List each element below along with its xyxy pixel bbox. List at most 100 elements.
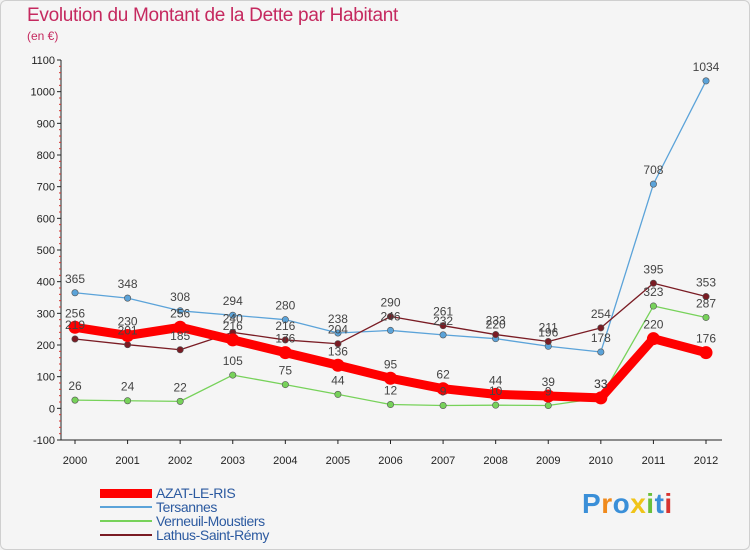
data-label-2-2: 22 — [173, 380, 187, 394]
x-tick-label: 2005 — [326, 455, 350, 467]
data-label-0-12: 176 — [696, 332, 716, 346]
data-point-0-10 — [594, 391, 608, 405]
data-label-0-7: 62 — [436, 368, 450, 382]
y-tick-label: 100 — [37, 372, 55, 384]
data-point-3-4 — [281, 336, 289, 344]
data-label-1-12: 1034 — [693, 60, 720, 74]
data-label-0-5: 136 — [328, 344, 348, 358]
data-point-0-9 — [541, 389, 555, 403]
data-point-0-6 — [384, 371, 397, 385]
x-tick-label: 2001 — [115, 455, 139, 467]
y-tick-label: 700 — [37, 182, 55, 194]
data-label-3-3: 240 — [223, 311, 243, 325]
data-label-3-10: 254 — [591, 307, 611, 321]
legend-swatch-azat — [100, 489, 152, 498]
y-tick-label: 500 — [37, 245, 55, 257]
data-label-0-11: 220 — [643, 318, 663, 332]
data-label-2-1: 24 — [121, 380, 135, 394]
data-label-2-0: 26 — [68, 379, 82, 393]
brand-logo-letter: x — [630, 488, 647, 519]
data-point-2-2 — [176, 397, 184, 405]
x-tick-label: 2012 — [694, 455, 718, 467]
data-label-0-6: 95 — [384, 357, 398, 371]
x-tick-label: 2009 — [536, 455, 560, 467]
data-point-1-4 — [281, 316, 289, 324]
legend-label-lathus: Lathus-Saint-Rémy — [156, 527, 270, 543]
y-tick-label: 400 — [37, 277, 55, 289]
data-point-1-12 — [702, 77, 710, 85]
data-point-2-5 — [334, 390, 342, 398]
data-label-3-12: 353 — [696, 276, 716, 290]
legend-item-azat[interactable]: AZAT-LE-RIS — [100, 485, 360, 501]
data-label-1-8: 220 — [486, 318, 506, 332]
brand-logo: Proxiti — [582, 488, 673, 520]
data-label-2-3: 105 — [223, 354, 243, 368]
y-tick-label: 300 — [37, 308, 55, 320]
legend-item-lathus[interactable]: Lathus-Saint-Rémy — [100, 527, 360, 543]
data-label-2-4: 75 — [279, 364, 293, 378]
data-point-1-0 — [71, 289, 79, 297]
data-point-1-5 — [334, 329, 342, 337]
legend-item-tersannes[interactable]: Tersannes — [100, 499, 360, 515]
legend-label-verneuil: Verneuil-Moustiers — [156, 513, 265, 529]
x-tick-label: 2004 — [273, 455, 297, 467]
legend: AZAT-LE-RIS Tersannes Verneuil-Moustiers… — [100, 485, 360, 543]
brand-logo-letter: P — [582, 488, 602, 519]
legend-item-verneuil[interactable]: Verneuil-Moustiers — [100, 513, 360, 529]
y-tick-label: 200 — [37, 340, 55, 352]
data-label-3-4: 216 — [275, 319, 295, 333]
data-point-2-8 — [492, 401, 500, 409]
data-label-2-12: 287 — [696, 296, 716, 310]
data-point-3-7 — [439, 322, 447, 330]
data-point-1-7 — [439, 331, 447, 339]
x-tick-label: 2011 — [642, 455, 666, 467]
legend-swatch-tersannes — [100, 506, 152, 508]
data-point-2-9 — [544, 401, 552, 409]
data-label-0-3: 216 — [223, 319, 243, 333]
data-point-3-8 — [492, 331, 500, 339]
data-point-0-5 — [331, 358, 345, 372]
data-label-1-7: 232 — [433, 314, 453, 328]
data-label-1-3: 294 — [223, 294, 243, 308]
series-markers — [68, 77, 713, 409]
data-label-3-9: 211 — [539, 321, 558, 335]
data-label-1-4: 280 — [275, 299, 295, 313]
brand-logo-letter: i — [646, 488, 655, 519]
x-tick-label: 2003 — [221, 455, 245, 467]
y-tick-label: 800 — [37, 150, 55, 162]
data-label-1-6: 246 — [380, 309, 400, 323]
data-point-1-11 — [649, 180, 657, 188]
data-point-2-0 — [71, 396, 79, 404]
data-label-2-6: 12 — [384, 384, 398, 398]
data-label-1-1: 348 — [118, 277, 138, 291]
data-point-0-7 — [436, 382, 450, 396]
data-point-2-7 — [439, 401, 447, 409]
data-point-2-6 — [386, 401, 394, 409]
data-point-0-0 — [68, 320, 82, 334]
data-label-3-6: 290 — [380, 296, 400, 310]
data-point-2-1 — [124, 397, 132, 405]
data-point-0-1 — [121, 329, 135, 342]
data-label-1-5: 238 — [328, 312, 348, 326]
data-label-0-0: 256 — [65, 306, 85, 320]
data-label-1-10: 178 — [591, 331, 611, 345]
data-point-3-12 — [702, 293, 710, 301]
y-tick-label: 1000 — [31, 87, 55, 99]
x-tick-label: 2006 — [378, 455, 402, 467]
data-point-1-6 — [386, 326, 394, 334]
data-label-0-4: 176 — [275, 332, 295, 346]
chart-title: Evolution du Montant de la Dette par Hab… — [27, 5, 398, 26]
data-point-2-4 — [281, 381, 289, 389]
data-point-1-10 — [597, 348, 605, 356]
data-point-0-3 — [226, 333, 240, 347]
data-label-2-8: 10 — [489, 384, 503, 398]
data-label-2-11: 323 — [643, 285, 663, 299]
data-point-3-2 — [176, 346, 184, 354]
data-point-3-11 — [649, 279, 657, 287]
y-tick-label: 1100 — [31, 55, 55, 67]
data-label-3-8: 233 — [486, 314, 506, 328]
legend-label-tersannes: Tersannes — [156, 499, 217, 515]
data-point-2-11 — [649, 302, 657, 310]
